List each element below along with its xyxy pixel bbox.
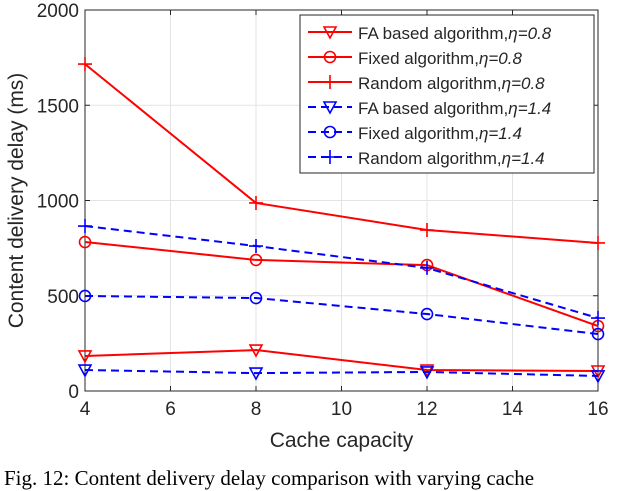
y-tick-label: 0 xyxy=(68,382,79,403)
x-tick-label: 12 xyxy=(416,399,437,420)
y-tick-label: 1500 xyxy=(37,96,79,117)
legend-marker-plus xyxy=(323,150,337,164)
data-point-circle xyxy=(249,253,263,267)
data-point-triangle-down xyxy=(77,350,93,364)
data-point-triangle-down xyxy=(419,364,435,378)
data-point-plus xyxy=(420,223,434,238)
series-line-4 xyxy=(84,294,599,336)
legend-marker-plus xyxy=(323,75,337,89)
data-point-triangle-down xyxy=(77,364,93,378)
legend-box xyxy=(299,14,595,174)
y-axis-label: Content delivery delay (ms) xyxy=(5,73,28,329)
data-point-triangle-down xyxy=(248,344,264,358)
x-tick-label: 8 xyxy=(251,399,262,420)
data-point-triangle-down xyxy=(590,370,606,384)
series-line-5 xyxy=(84,225,599,319)
data-point-plus xyxy=(249,195,263,210)
x-axis-label: Cache capacity xyxy=(270,429,414,452)
data-point-triangle-down xyxy=(248,367,264,381)
data-point-triangle-down xyxy=(419,366,435,380)
data-point-circle xyxy=(78,235,92,249)
legend-entry: Random algorithm,η=1.4 xyxy=(358,149,545,168)
x-tick-label: 6 xyxy=(165,399,176,420)
series-line-1 xyxy=(84,241,599,327)
data-point-plus xyxy=(591,311,605,326)
data-point-plus xyxy=(249,239,263,254)
data-point-circle xyxy=(249,291,263,305)
legend-marker-triangle-down xyxy=(322,101,338,115)
x-tick-label: 4 xyxy=(80,399,91,420)
legend-entry: FA based algorithm,η=0.8 xyxy=(358,24,552,43)
line-chart: 4 6 8 10 12 14 16 0 500 1000 1500 2000 Cache capacit… xyxy=(5,1,609,452)
y-tick-label: 500 xyxy=(47,287,79,308)
x-tick-label: 16 xyxy=(587,399,608,420)
data-point-plus xyxy=(78,219,92,234)
data-point-plus xyxy=(420,260,434,275)
series-line-3 xyxy=(84,369,599,377)
legend-entry: Random algorithm,η=0.8 xyxy=(358,74,545,93)
legend-marker-circle xyxy=(323,125,337,139)
series-line-2 xyxy=(84,63,599,244)
legend-entry: Fixed algorithm,η=0.8 xyxy=(358,49,522,68)
data-point-plus xyxy=(591,235,605,250)
data-point-circle xyxy=(78,289,92,303)
x-tick-label: 10 xyxy=(331,399,352,420)
legend-entry: FA based algorithm,η=1.4 xyxy=(358,99,551,118)
data-point-circle xyxy=(591,327,605,341)
figure-caption: Fig. 12: Content delivery delay comparis… xyxy=(4,466,535,490)
x-tick-label: 14 xyxy=(502,399,524,420)
legend-marker-triangle-down xyxy=(322,26,338,40)
y-tick-label: 2000 xyxy=(37,1,79,22)
data-point-circle xyxy=(420,307,434,321)
data-point-plus xyxy=(78,57,92,72)
y-tick-label: 1000 xyxy=(37,192,79,213)
legend-entry: Fixed algorithm,η=1.4 xyxy=(358,124,522,143)
series-line-0 xyxy=(84,349,599,372)
legend-marker-circle xyxy=(323,50,337,64)
